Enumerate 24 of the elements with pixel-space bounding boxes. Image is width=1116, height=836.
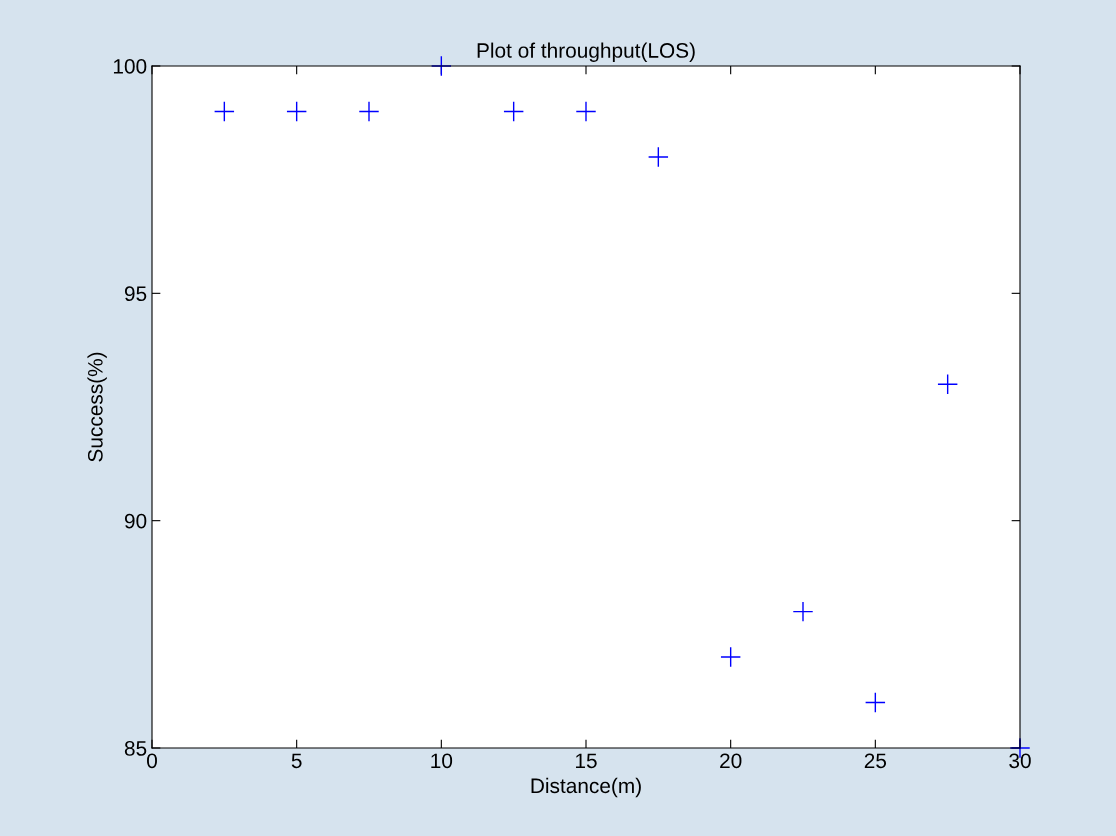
point <box>937 373 959 395</box>
point <box>720 646 742 668</box>
point <box>792 601 814 623</box>
point <box>864 692 886 713</box>
x-tick-label: 15 <box>576 753 597 769</box>
x-tick-label: 10 <box>431 753 453 769</box>
point <box>358 101 380 122</box>
x-tick-label: 25 <box>864 753 887 769</box>
y-tick-label: 100 <box>113 59 147 74</box>
y-tick-label: 95 <box>124 286 147 302</box>
y-tick-label: 90 <box>124 513 147 529</box>
point <box>647 146 669 168</box>
x-tick-label: 30 <box>1009 753 1031 769</box>
x-tick-label: 0 <box>147 753 157 769</box>
x-axis-title: Distance(m) <box>531 777 641 798</box>
point <box>575 101 597 122</box>
point <box>213 101 235 122</box>
x-tick-label: 5 <box>291 753 302 769</box>
y-tick-label: 85 <box>124 741 147 756</box>
point <box>503 101 525 122</box>
x-tick-label: 20 <box>720 753 742 769</box>
point <box>286 101 308 122</box>
chart-title: Plot of throughput(LOS) <box>477 42 695 62</box>
y-axis-title: Success(%) <box>87 352 107 462</box>
